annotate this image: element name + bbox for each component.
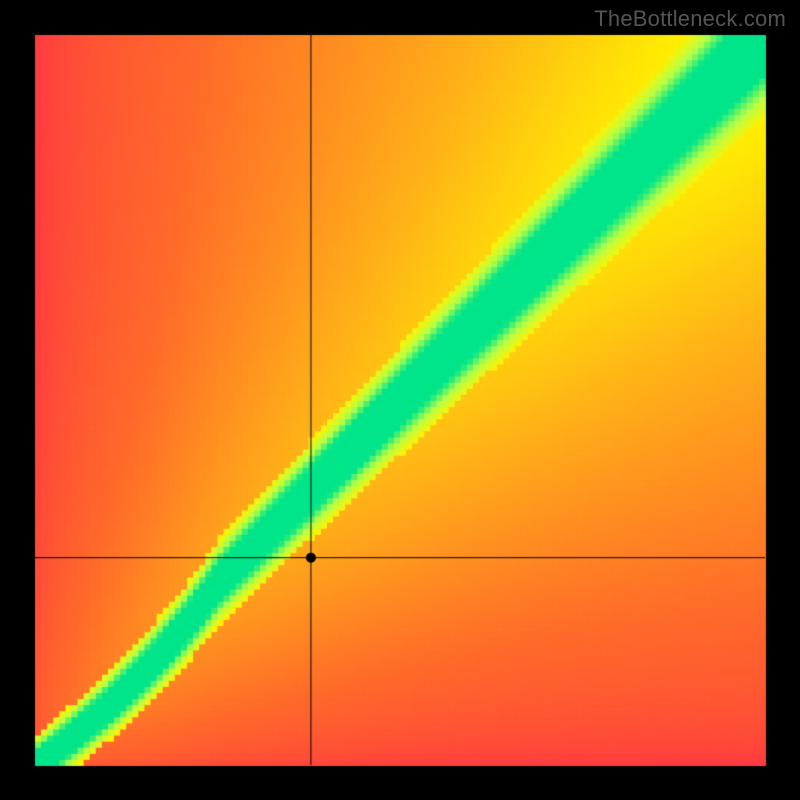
chart-container: TheBottleneck.com — [0, 0, 800, 800]
bottleneck-heatmap-canvas — [0, 0, 800, 800]
watermark-label: TheBottleneck.com — [594, 6, 786, 32]
